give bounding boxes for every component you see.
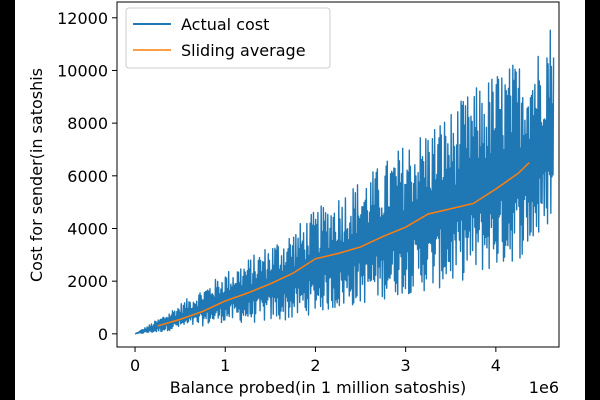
x-tick-label: 1 xyxy=(220,356,230,375)
y-tick-label: 2000 xyxy=(67,272,108,291)
y-tick-label: 10000 xyxy=(57,61,108,80)
series-line-sliding-average xyxy=(157,162,530,327)
y-tick-label: 6000 xyxy=(67,167,108,186)
x-axis-label: Balance probed(in 1 million satoshis) xyxy=(170,378,467,397)
x-tick-label: 2 xyxy=(310,356,320,375)
x-tick-label: 3 xyxy=(401,356,411,375)
legend-label-actual-cost: Actual cost xyxy=(181,15,269,34)
y-axis-label: Cost for sender(in satoshis xyxy=(27,68,46,282)
x-tick-label: 4 xyxy=(491,356,501,375)
legend-label-sliding-average: Sliding average xyxy=(181,41,306,60)
y-tick-label: 4000 xyxy=(67,219,108,238)
y-axis-ticks: 0 2000 4000 6000 8000 10000 12000 xyxy=(57,9,117,344)
x-axis-ticks: 0 1 2 3 4 xyxy=(130,347,501,375)
legend: Actual cost Sliding average xyxy=(125,7,331,69)
series-line-actual-cost xyxy=(134,29,555,335)
y-tick-label: 0 xyxy=(98,325,108,344)
sliding-average-layer xyxy=(157,162,530,327)
legend-box xyxy=(125,7,331,69)
x-tick-label: 0 xyxy=(130,356,140,375)
y-tick-label: 12000 xyxy=(57,9,108,28)
plot-frame xyxy=(116,1,560,348)
actual-cost-layer xyxy=(134,29,555,335)
y-tick-label: 8000 xyxy=(67,114,108,133)
x-offset-text: 1e6 xyxy=(529,378,559,397)
